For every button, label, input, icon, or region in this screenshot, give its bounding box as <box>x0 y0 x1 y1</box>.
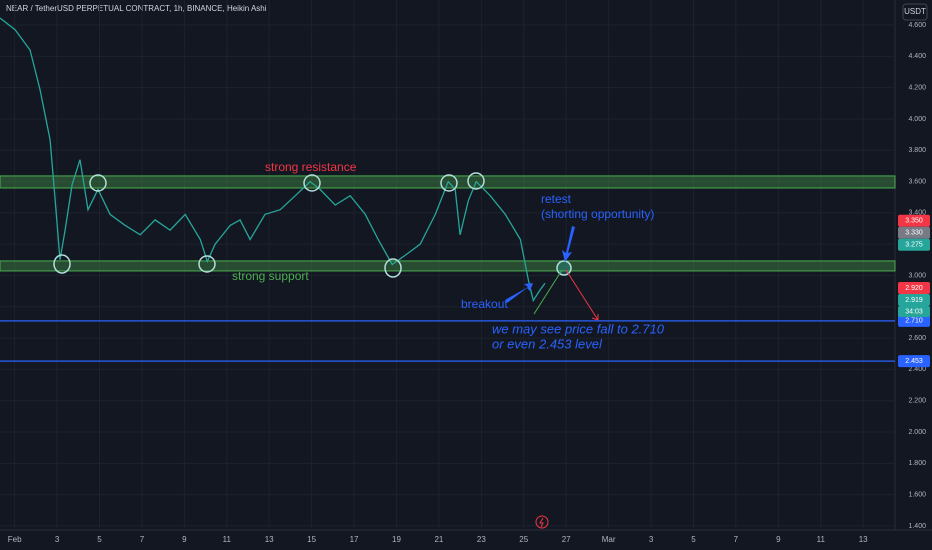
touch-circle <box>303 174 321 192</box>
touch-circle <box>198 255 216 273</box>
touch-circle <box>384 258 402 278</box>
touch-circle <box>53 254 71 274</box>
y-tick-label: 3.600 <box>908 178 926 185</box>
zone <box>0 260 896 272</box>
y-tick-label: 1.800 <box>908 460 926 467</box>
x-tick-label: 15 <box>307 535 316 544</box>
y-tick-label: 3.800 <box>908 147 926 154</box>
annotation-forecast: we may see price fall to 2.710 <box>492 321 665 336</box>
countdown-tag <box>898 306 930 318</box>
annotation-retest: retest <box>541 192 572 206</box>
x-tick-label: 11 <box>817 535 826 544</box>
y-tick-label: 4.600 <box>908 22 926 29</box>
event-icon[interactable] <box>535 515 549 529</box>
level-tag-label: 2.453 <box>905 358 923 365</box>
level-tag-label: 2.710 <box>905 318 923 325</box>
price-tag-label: 3.275 <box>905 242 923 249</box>
price-tag <box>898 226 930 239</box>
x-tick-label: 7 <box>140 535 145 544</box>
countdown-label: 34:03 <box>905 308 923 315</box>
breakout-arrow <box>505 283 533 303</box>
price-tag <box>898 282 930 295</box>
price-tag <box>898 214 930 227</box>
x-tick-label: 9 <box>776 535 781 544</box>
retest-arrow <box>562 226 575 262</box>
price-tag-label: 2.920 <box>905 285 923 292</box>
x-tick-label: 23 <box>477 535 486 544</box>
price-line <box>0 17 546 303</box>
annotation-retest: (shorting opportunity) <box>541 207 654 221</box>
y-tick-label: 3.400 <box>908 210 926 217</box>
x-tick-label: 7 <box>734 535 739 544</box>
y-tick-label: 1.600 <box>908 491 926 498</box>
annotation-resistance: strong resistance <box>265 160 357 174</box>
y-tick-label: 2.600 <box>908 335 926 342</box>
x-tick-label: 5 <box>691 535 696 544</box>
y-tick-label: 4.400 <box>908 53 926 60</box>
x-tick-label: 9 <box>182 535 187 544</box>
touch-circle <box>467 172 485 190</box>
x-tick-label: 13 <box>265 535 274 544</box>
y-tick-label: 3.000 <box>908 272 926 279</box>
price-tag-label: 3.350 <box>905 218 923 225</box>
y-tick-label: 2.200 <box>908 398 926 405</box>
x-tick-label: 5 <box>97 535 102 544</box>
chart-title: NEAR / TetherUSD PERPETUAL CONTRACT, 1h,… <box>6 4 267 13</box>
currency-label[interactable]: USDT <box>904 7 926 16</box>
x-tick-label: 19 <box>392 535 401 544</box>
x-tick-label: 21 <box>434 535 443 544</box>
annotation-breakout: breakout <box>461 297 508 311</box>
y-tick-label: 4.000 <box>908 116 926 123</box>
y-tick-label: 2.000 <box>908 429 926 436</box>
y-tick-label: 2.400 <box>908 366 926 373</box>
x-tick-label: 3 <box>55 535 60 544</box>
touch-circle <box>556 260 572 276</box>
level-tag <box>898 314 930 327</box>
event-icon-bolt <box>539 517 544 528</box>
fall-path <box>565 269 599 321</box>
x-tick-label: 13 <box>859 535 868 544</box>
price-tag-label: 2.919 <box>905 297 923 304</box>
y-tick-label: 4.200 <box>908 84 926 91</box>
x-tick-label: Mar <box>602 535 616 544</box>
level-tag <box>898 355 930 368</box>
x-tick-label: 27 <box>562 535 571 544</box>
price-tag-label: 3.330 <box>905 230 923 237</box>
currency-button[interactable] <box>902 3 928 21</box>
y-tick-label: 1.400 <box>908 523 926 530</box>
x-tick-label: 25 <box>519 535 528 544</box>
x-tick-label: 3 <box>649 535 654 544</box>
x-tick-label: 17 <box>350 535 359 544</box>
x-tick-label: 11 <box>223 535 232 544</box>
fall-arrowhead <box>591 314 599 321</box>
touch-circle <box>440 174 458 192</box>
retest-path <box>533 269 563 315</box>
annotation-forecast: or even 2.453 level <box>492 336 603 351</box>
price-tag <box>898 294 930 307</box>
x-tick-label: Feb <box>8 535 22 544</box>
price-tag <box>898 238 930 251</box>
annotation-support: strong support <box>232 269 309 283</box>
touch-circle <box>89 174 107 192</box>
